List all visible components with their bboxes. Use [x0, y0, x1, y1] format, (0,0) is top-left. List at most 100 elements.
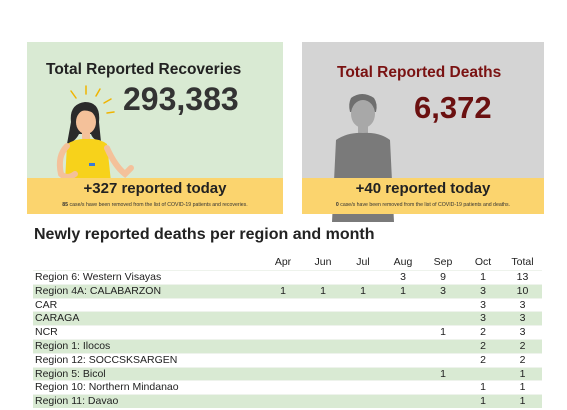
value-cell — [383, 380, 423, 395]
value-cell — [343, 380, 383, 395]
table-header-row: Apr Jun Jul Aug Sep Oct Total — [33, 253, 542, 271]
value-cell: 2 — [463, 325, 503, 340]
value-cell: 3 — [383, 270, 423, 285]
value-cell — [343, 352, 383, 368]
table-row: Region 10: Northern Mindanao 1 1 — [33, 380, 542, 395]
recoveries-total: 293,383 — [123, 81, 239, 117]
value-cell: 1 — [463, 270, 503, 285]
deaths-note: 0 case/s have been removed from the list… — [302, 202, 544, 208]
deaths-footer: +40 reported today 0 case/s have been re… — [302, 178, 544, 214]
value-cell — [423, 297, 463, 312]
value-cell — [303, 297, 343, 312]
table-row: Region 11: Davao 1 1 — [33, 394, 542, 408]
value-cell — [383, 338, 423, 354]
value-cell — [343, 325, 383, 340]
deaths-card: Total Reported Deaths 6,372 +40 reported… — [302, 42, 544, 222]
table-row: Region 1: Ilocos 2 2 — [33, 338, 542, 354]
value-cell — [303, 394, 343, 408]
value-cell: 2 — [503, 338, 542, 354]
column-header: Total — [511, 255, 534, 268]
table-row: Region 6: Western Visayas 3 9 1 13 — [33, 270, 542, 285]
value-cell: 1 — [423, 366, 463, 381]
value-cell — [423, 311, 463, 326]
region-cell: Region 6: Western Visayas — [33, 270, 263, 285]
value-cell — [343, 311, 383, 326]
value-cell — [263, 297, 303, 312]
table-row: Region 12: SOCCSKSARGEN 2 2 — [33, 352, 542, 368]
value-cell — [423, 352, 463, 368]
deaths-note-count: 0 — [335, 202, 339, 208]
value-cell — [303, 325, 343, 340]
table-row: NCR 1 2 3 — [33, 325, 542, 340]
column-header: Aug — [393, 255, 413, 268]
recoveries-card: Total Reported Recoveries 293,383 +327 r… — [27, 42, 283, 214]
value-cell — [263, 311, 303, 326]
table-body: Region 6: Western Visayas 3 9 1 13 Region 4A:… — [33, 270, 542, 408]
value-cell — [383, 297, 423, 312]
value-cell — [303, 338, 343, 354]
deaths-title: Total Reported Deaths — [337, 64, 502, 81]
column-header: Jul — [356, 255, 370, 268]
value-cell — [263, 325, 303, 340]
value-cell: 3 — [503, 297, 542, 312]
value-cell — [383, 311, 423, 326]
value-cell: 3 — [503, 325, 542, 340]
value-cell — [303, 352, 343, 368]
value-cell — [383, 325, 423, 340]
region-cell: Region 10: Northern Mindanao — [33, 380, 263, 395]
value-cell: 9 — [423, 270, 463, 285]
table-row: CAR 3 3 — [33, 297, 542, 312]
value-cell — [263, 352, 303, 368]
value-cell: 13 — [503, 270, 542, 285]
value-cell: 1 — [303, 283, 343, 299]
deaths-note-text: case/s have been removed from the list o… — [338, 202, 511, 208]
celebrating-woman-icon — [56, 85, 134, 185]
deaths-total: 6,372 — [414, 90, 492, 125]
region-cell: Region 4A: CALABARZON — [33, 283, 263, 299]
value-cell: 1 — [463, 394, 503, 408]
column-header: Apr — [274, 255, 292, 268]
value-cell — [383, 366, 423, 381]
value-cell — [423, 338, 463, 354]
section-title: Newly reported deaths per region and mon… — [34, 226, 375, 243]
recoveries-title: Total Reported Recoveries — [46, 61, 242, 78]
value-cell: 1 — [423, 325, 463, 340]
recoveries-footer: +327 reported today 85 case/s have been … — [27, 178, 283, 214]
value-cell: 3 — [503, 311, 542, 326]
value-cell: 1 — [383, 283, 423, 299]
region-cell: CARAGA — [33, 311, 263, 326]
region-cell: CAR — [33, 297, 263, 312]
value-cell: 1 — [463, 380, 503, 395]
region-cell: Region 1: Ilocos — [33, 338, 263, 354]
region-cell: Region 11: Davao — [33, 394, 263, 408]
value-cell — [263, 366, 303, 381]
recoveries-note-text: case/s have been removed from the list o… — [68, 202, 248, 208]
column-header: Oct — [474, 255, 492, 268]
recoveries-today: +327 reported today — [83, 180, 227, 197]
value-cell — [263, 338, 303, 354]
value-cell: 10 — [503, 283, 542, 299]
column-header — [33, 253, 263, 271]
value-cell — [383, 352, 423, 368]
value-cell: 3 — [463, 311, 503, 326]
value-cell: 3 — [463, 283, 503, 299]
region-cell: Region 12: SOCCSKSARGEN — [33, 352, 263, 368]
value-cell — [423, 394, 463, 408]
value-cell — [383, 394, 423, 408]
table-row: Region 4A: CALABARZON 1 1 1 1 3 3 10 — [33, 283, 542, 299]
value-cell — [463, 366, 503, 381]
value-cell — [343, 394, 383, 408]
value-cell: 2 — [463, 352, 503, 368]
value-cell — [303, 366, 343, 381]
value-cell: 3 — [423, 283, 463, 299]
value-cell — [263, 270, 303, 285]
column-header: Sep — [433, 255, 453, 268]
value-cell: 1 — [503, 394, 542, 408]
recoveries-note-count: 85 — [62, 202, 69, 208]
region-cell: Region 5: Bicol — [33, 366, 263, 381]
value-cell — [263, 380, 303, 395]
value-cell: 1 — [343, 283, 383, 299]
recoveries-note: 85 case/s have been removed from the lis… — [27, 202, 283, 208]
value-cell — [303, 380, 343, 395]
deaths-by-region-table: Apr Jun Jul Aug Sep Oct Total Region 6: … — [33, 253, 542, 408]
